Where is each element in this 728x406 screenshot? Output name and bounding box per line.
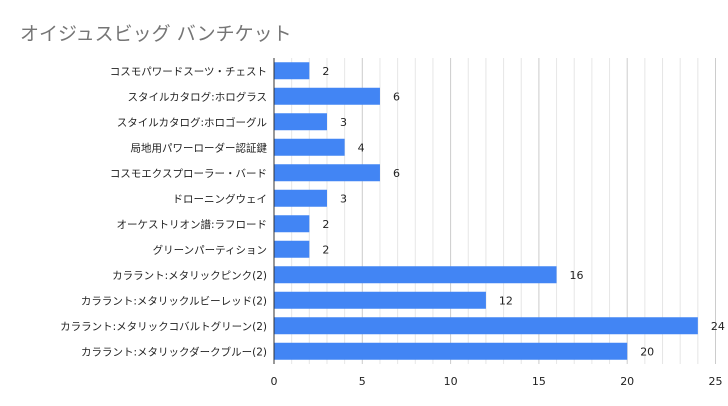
data-label: 3 bbox=[340, 192, 347, 205]
bar bbox=[274, 215, 310, 233]
bar bbox=[274, 291, 486, 309]
x-tick-label: 0 bbox=[271, 375, 278, 388]
bar bbox=[274, 87, 380, 105]
bar bbox=[274, 342, 628, 360]
data-label: 2 bbox=[322, 65, 329, 78]
data-label: 4 bbox=[358, 141, 365, 154]
x-tick-label: 10 bbox=[444, 375, 458, 388]
category-label: カララント:メタリックコバルトグリーン(2) bbox=[60, 320, 267, 333]
data-label: 6 bbox=[393, 90, 400, 103]
category-label: スタイルカタログ:ホログラス bbox=[127, 90, 267, 103]
category-label: カララント:メタリックピンク(2) bbox=[112, 270, 267, 282]
category-label: オーケストリオン譜:ラフロード bbox=[116, 218, 267, 231]
category-label: グリーンパーティション bbox=[153, 243, 267, 256]
data-label: 16 bbox=[570, 269, 584, 282]
bar bbox=[274, 317, 698, 335]
data-label: 20 bbox=[640, 345, 654, 358]
x-tick-label: 20 bbox=[620, 375, 634, 388]
category-label: コスモエクスプローラー・バード bbox=[110, 168, 267, 180]
chart-title: オイジュスビッグ バンチケット bbox=[20, 23, 292, 45]
category-label: 局地用パワーローダー認証鍵 bbox=[131, 141, 268, 154]
x-tick-label: 25 bbox=[709, 375, 723, 388]
bar bbox=[274, 138, 345, 156]
data-label: 12 bbox=[499, 294, 513, 307]
data-label: 3 bbox=[340, 116, 347, 129]
category-label: カララント:メタリックルビーレッド(2) bbox=[81, 295, 267, 307]
data-label: 2 bbox=[322, 243, 329, 256]
bar bbox=[274, 113, 327, 131]
bar bbox=[274, 62, 310, 80]
category-label: ドローニングウェイ bbox=[173, 192, 268, 205]
bar bbox=[274, 266, 557, 284]
category-label: スタイルカタログ:ホロゴーグル bbox=[117, 116, 267, 129]
bar bbox=[274, 189, 327, 207]
bar bbox=[274, 164, 380, 182]
data-label: 2 bbox=[322, 218, 329, 231]
category-label: コスモパワードスーツ・チェスト bbox=[110, 66, 267, 78]
data-label: 24 bbox=[711, 320, 725, 333]
data-label: 6 bbox=[393, 167, 400, 180]
bar bbox=[274, 240, 310, 258]
x-tick-label: 15 bbox=[532, 375, 546, 388]
x-tick-label: 5 bbox=[359, 375, 366, 388]
category-label: カララント:メタリックダークブルー(2) bbox=[81, 345, 267, 358]
